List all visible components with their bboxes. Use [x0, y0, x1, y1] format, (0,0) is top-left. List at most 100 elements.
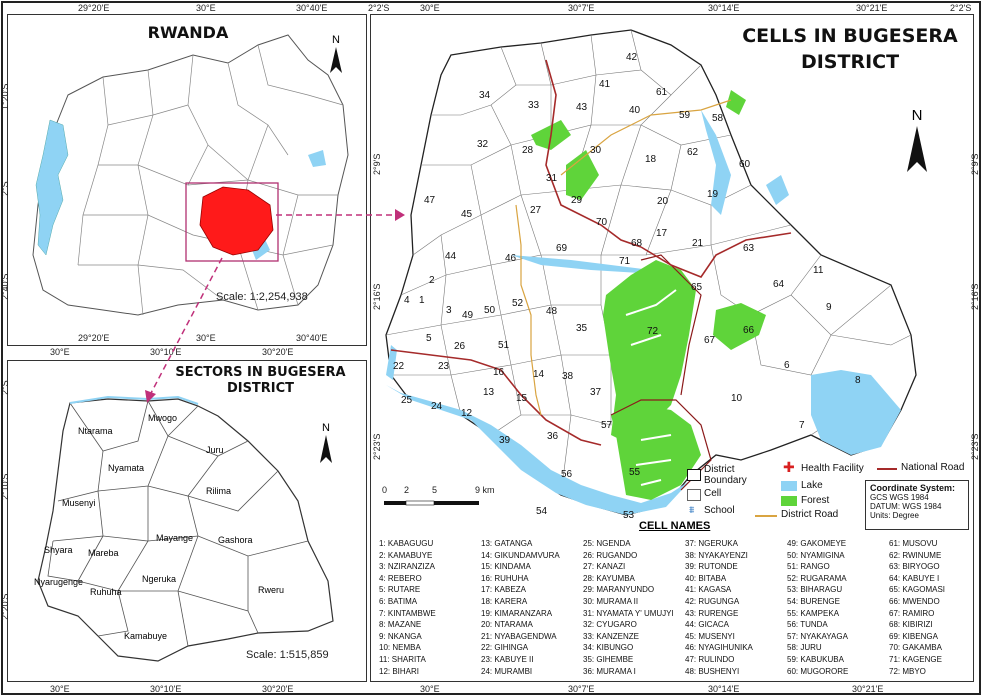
- rwanda-map-svg: N: [32, 34, 349, 316]
- cell-names-title: CELL NAMES: [639, 520, 711, 532]
- cell-number-label: 36: [547, 431, 559, 442]
- cells-top-tick-1: 2°2'S: [368, 3, 390, 13]
- cells-panel: N CELLS IN BUGESERA DISTRICT 1 2 3 4 5 6 7 8 9 10…: [370, 14, 974, 682]
- cells-left-tick-2: 2°16'S: [372, 283, 382, 310]
- cell-number-label: 15: [516, 393, 528, 404]
- cell-name-entry: 72: MBYO: [889, 666, 926, 676]
- cell-name-entry: 59: KABUKUBA: [787, 655, 844, 664]
- cells-north-arrow: N: [907, 107, 927, 172]
- cell-name-entry: 52: RUGARAMA: [787, 573, 847, 583]
- cell-number-label: 16: [493, 367, 505, 378]
- cell-name-entry: 49: GAKOMEYE: [787, 539, 847, 548]
- cells-left-tick-1: 2°9'S: [372, 153, 382, 175]
- legend-lake-label: Lake: [801, 480, 823, 491]
- health-facility-icon: ✚: [783, 460, 795, 476]
- cell-number-label: 60: [739, 159, 751, 170]
- cell-number-label: 42: [626, 52, 638, 63]
- rwanda-bottom-tick-2: 30°E: [196, 333, 216, 343]
- sectors-left-tick-3: 2°20'S: [0, 593, 10, 620]
- sector-label-mwogo: Mwogo: [148, 413, 177, 423]
- cell-number-label: 18: [645, 154, 657, 165]
- forest-north-2: [566, 150, 599, 200]
- cell-name-entry: 50: NYAMIGINA: [787, 550, 845, 560]
- cell-name-entry: 21: NYABAGENDWA: [481, 631, 557, 641]
- rwanda-north-arrow: N: [330, 34, 342, 73]
- cell-name-entry: 31: NYAMATA Y' UMUJYI: [583, 608, 674, 618]
- cells-bottom-tick-4: 30°21'E: [852, 684, 884, 694]
- cell-name-entry: 33: KANZENZE: [583, 631, 640, 641]
- cell-name-entry: 26: RUGANDO: [583, 550, 638, 560]
- sectors-map-svg: N Ntarama Mwogo Juru Nyamata Musenyi Ril…: [34, 395, 334, 662]
- cell-name-entry: 38: NYAKAYENZI: [685, 550, 748, 560]
- cell-number-label: 68: [631, 238, 643, 249]
- scalebar-label-9: 9 km: [475, 485, 495, 495]
- forest-mwendo: [713, 303, 766, 350]
- sector-label-gashora: Gashora: [218, 535, 253, 545]
- cells-right-tick-1: 2°9'S: [970, 153, 980, 175]
- cell-number-label: 12: [461, 408, 473, 419]
- sector-label-rilima: Rilima: [206, 486, 231, 496]
- cell-number-label: 35: [576, 323, 588, 334]
- cell-name-entry: 42: RUGUNGA: [685, 597, 740, 606]
- legend-national-road-line: [877, 468, 897, 470]
- forest-boundary: [640, 254, 702, 396]
- sector-label-nyamata: Nyamata: [108, 463, 144, 473]
- sectors-left-tick-1: 2°S: [0, 380, 10, 395]
- cell-number-label: 28: [522, 145, 534, 156]
- cell-name-entry: 29: MARANYUNDO: [583, 585, 655, 595]
- national-road-east: [640, 232, 792, 278]
- cell-name-entry: 51: RANGO: [787, 562, 830, 572]
- cell-name-entry: 66: MWENDO: [889, 597, 940, 606]
- cell-number-label: 39: [499, 435, 511, 446]
- sector-label-nyarugenge: Nyarugenge: [34, 577, 83, 587]
- cell-number-label: 69: [556, 243, 568, 254]
- cell-number-label: 33: [528, 100, 540, 111]
- district-road-ne: [560, 99, 732, 176]
- cell-name-entry: 56: TUNDA: [787, 620, 828, 630]
- cells-right-tick-3: 2°23'S: [970, 433, 980, 460]
- cells-left-tick-3: 2°23'S: [372, 433, 382, 460]
- cell-name-entry: 22: GIHINGA: [481, 643, 529, 653]
- cell-name-entry: 39: RUTONDE: [685, 562, 738, 572]
- sectors-title-line2: DISTRICT: [226, 381, 295, 396]
- cell-name-entry: 8: MAZANE: [379, 620, 422, 630]
- cells-bottom-tick-1: 30°E: [420, 684, 440, 694]
- sectors-left-tick-2: 2°10'S: [0, 473, 10, 500]
- coordinate-system-line2: DATUM: WGS 1984: [870, 502, 942, 511]
- sectors-title-line1: SECTORS IN BUGESERA: [175, 365, 346, 380]
- sector-label-musenyi: Musenyi: [62, 498, 96, 508]
- cell-boundary-highlight: [610, 399, 712, 491]
- cell-number-label: 44: [445, 251, 457, 262]
- cell-number-label: 52: [512, 298, 524, 309]
- sector-label-shyara: Shyara: [44, 545, 73, 555]
- cell-number-label: 71: [619, 256, 631, 267]
- cell-name-entry: 64: KABUYE I: [889, 573, 940, 583]
- cell-number-label: 65: [691, 282, 703, 293]
- sector-label-rweru: Rweru: [258, 585, 284, 595]
- cell-number-label: 55: [629, 467, 641, 478]
- cell-number-label: 57: [601, 420, 613, 431]
- sector-label-mareba: Mareba: [88, 548, 119, 558]
- cell-name-entry: 24: MURAMBI: [481, 666, 533, 676]
- cell-name-entry: 6: BATIMA: [379, 597, 418, 606]
- cells-top-tick-3: 30°7'E: [568, 3, 595, 13]
- cell-number-label: 34: [479, 90, 491, 101]
- cell-number-label: 10: [731, 393, 743, 404]
- legend-forest-swatch: [781, 496, 797, 506]
- cell-number-label: 40: [629, 105, 641, 116]
- cell-number-label: 38: [562, 371, 574, 382]
- district-road: [515, 204, 542, 416]
- cell-number-label: 41: [599, 79, 611, 90]
- cell-number-label: 19: [707, 189, 719, 200]
- cell-number-label: 64: [773, 279, 785, 290]
- cell-number-label: 51: [498, 340, 510, 351]
- sector-label-ruhuha: Ruhuha: [90, 587, 122, 597]
- cell-number-label: 66: [743, 325, 755, 336]
- cell-number-label: 2: [429, 275, 435, 286]
- cell-name-entry: 20: NTARAMA: [481, 620, 533, 630]
- sectors-bottom-tick-2: 30°10'E: [150, 684, 182, 694]
- svg-text:N: N: [912, 107, 923, 124]
- cell-name-entry: 54: BURENGE: [787, 597, 840, 606]
- legend-district-boundary-swatch: [687, 469, 701, 481]
- cell-number-label: 47: [424, 195, 436, 206]
